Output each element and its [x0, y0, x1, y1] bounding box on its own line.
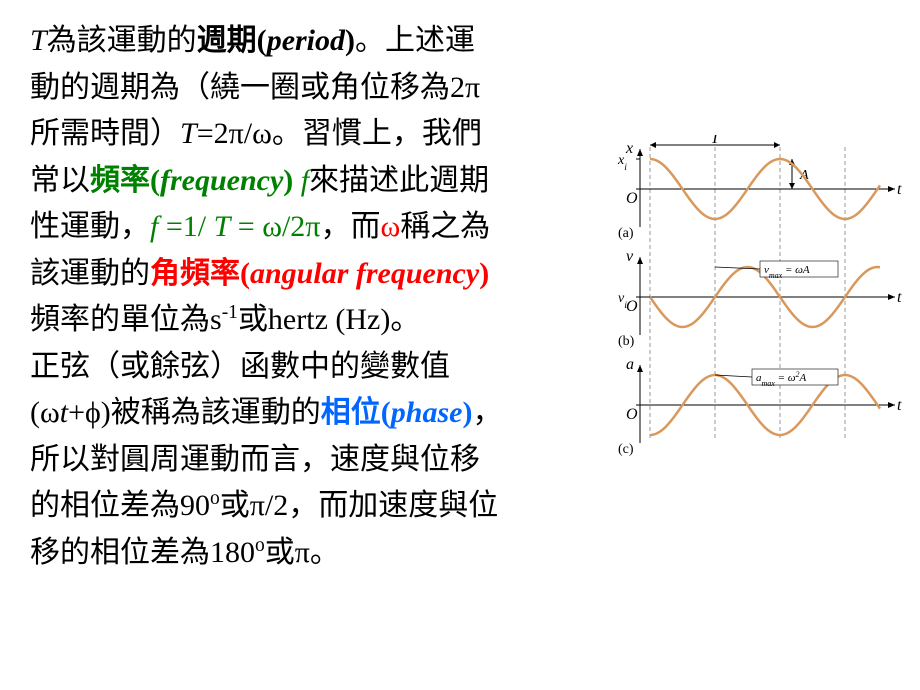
svg-text:t: t	[897, 397, 902, 414]
svg-text:vi: vi	[618, 291, 627, 311]
svg-text:x: x	[625, 140, 633, 157]
period-symbol: T	[30, 24, 47, 57]
svg-text:(b): (b)	[618, 334, 635, 349]
svg-text:O: O	[626, 406, 638, 423]
wave-diagram: TAxOtxi(a)vOtvi(b)aOt(c)vmax = ωAamax = …	[610, 135, 910, 475]
svg-text:O: O	[626, 298, 638, 315]
svg-text:(a): (a)	[618, 226, 634, 241]
svg-text:a: a	[626, 356, 634, 373]
text-body: T為該運動的週期(period)。上述運 動的週期為（繞一圈或角位移為2π 所需…	[30, 18, 585, 576]
svg-text:(c): (c)	[618, 442, 634, 457]
svg-text:T: T	[711, 135, 721, 147]
svg-text:t: t	[897, 181, 902, 198]
svg-text:t: t	[897, 289, 902, 306]
svg-text:v: v	[626, 248, 634, 265]
wave-svg: TAxOtxi(a)vOtvi(b)aOt(c)vmax = ωAamax = …	[610, 135, 910, 475]
svg-text:O: O	[626, 190, 638, 207]
